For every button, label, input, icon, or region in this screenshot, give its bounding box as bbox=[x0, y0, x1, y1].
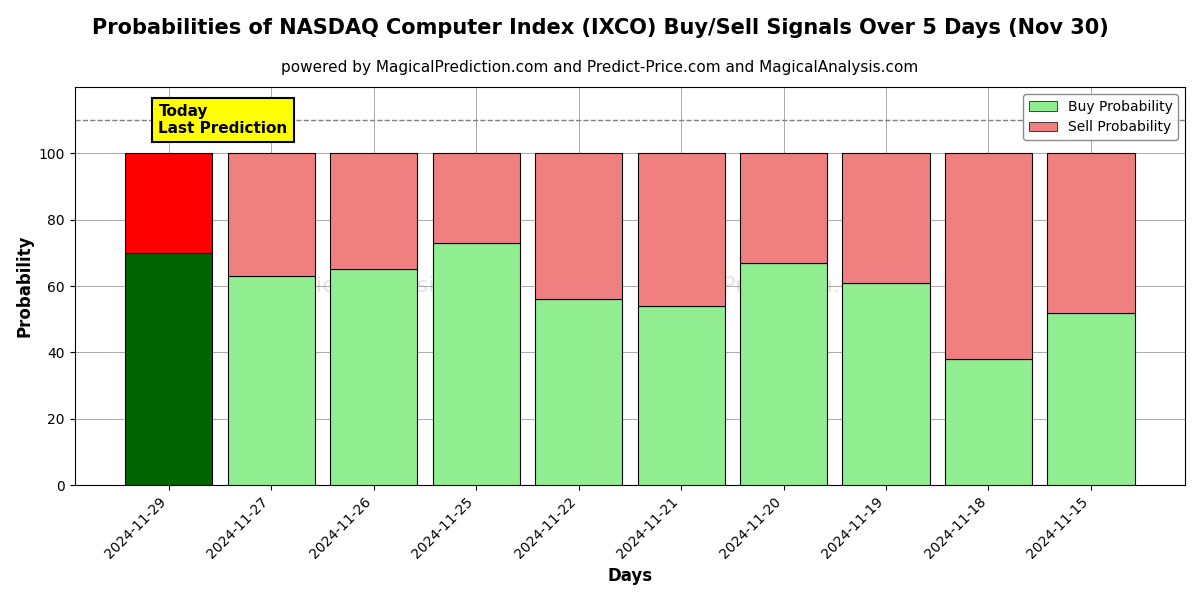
Bar bbox=[944, 359, 1032, 485]
Text: MagicalAnalysis.com: MagicalAnalysis.com bbox=[270, 276, 502, 296]
Bar bbox=[432, 243, 520, 485]
Bar bbox=[228, 276, 314, 485]
Bar bbox=[637, 154, 725, 306]
Bar bbox=[535, 154, 622, 299]
Text: Probabilities of NASDAQ Computer Index (IXCO) Buy/Sell Signals Over 5 Days (Nov : Probabilities of NASDAQ Computer Index (… bbox=[91, 18, 1109, 38]
Text: Today
Last Prediction: Today Last Prediction bbox=[158, 104, 288, 136]
Bar bbox=[330, 269, 418, 485]
Bar bbox=[125, 253, 212, 485]
X-axis label: Days: Days bbox=[607, 567, 653, 585]
Y-axis label: Probability: Probability bbox=[16, 235, 34, 337]
Bar bbox=[842, 283, 930, 485]
Bar bbox=[432, 154, 520, 243]
Bar bbox=[535, 299, 622, 485]
Bar bbox=[740, 154, 827, 263]
Bar bbox=[637, 306, 725, 485]
Bar bbox=[330, 154, 418, 269]
Bar bbox=[228, 154, 314, 276]
Legend: Buy Probability, Sell Probability: Buy Probability, Sell Probability bbox=[1024, 94, 1178, 140]
Bar bbox=[1048, 313, 1134, 485]
Text: powered by MagicalPrediction.com and Predict-Price.com and MagicalAnalysis.com: powered by MagicalPrediction.com and Pre… bbox=[281, 60, 919, 75]
Bar bbox=[125, 154, 212, 253]
Bar bbox=[944, 154, 1032, 359]
Bar bbox=[842, 154, 930, 283]
Bar bbox=[740, 263, 827, 485]
Text: MagicalPrediction.com: MagicalPrediction.com bbox=[638, 276, 888, 296]
Bar bbox=[1048, 154, 1134, 313]
